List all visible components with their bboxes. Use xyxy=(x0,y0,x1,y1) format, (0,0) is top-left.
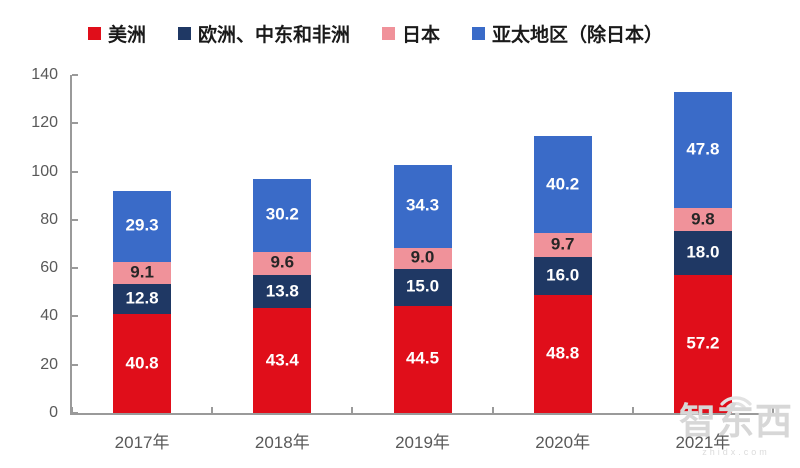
legend-swatch xyxy=(88,26,101,40)
y-axis-line xyxy=(70,75,72,415)
bar-segment-label: 13.8 xyxy=(265,281,299,301)
y-axis-tick-label: 0 xyxy=(49,404,58,421)
bar-segment: 9.0 xyxy=(393,247,452,270)
bar-segment: 34.3 xyxy=(393,164,452,248)
legend: 美洲 欧洲、中东和非洲 日本 亚太地区（除日本） xyxy=(88,18,663,48)
bar-segment: 9.6 xyxy=(253,251,312,275)
y-axis-tick-label: 100 xyxy=(31,162,58,180)
bar-segment: 9.1 xyxy=(113,261,172,284)
x-axis-tick xyxy=(491,407,494,413)
y-axis-tick xyxy=(72,74,78,76)
bar-segment: 9.8 xyxy=(673,207,732,232)
bar-segment: 57.2 xyxy=(673,274,732,413)
watermark-logo-text: 智东西 xyxy=(679,401,793,442)
legend-item: 日本 xyxy=(382,20,440,47)
legend-item: 美洲 xyxy=(88,20,146,47)
bar-segment: 47.8 xyxy=(673,92,732,208)
bar-segment: 40.2 xyxy=(533,136,592,234)
y-axis-tick xyxy=(72,315,78,318)
bar-segment-label: 43.4 xyxy=(265,350,299,370)
bar-segment-label: 57.2 xyxy=(686,333,720,353)
bar-segment-label: 9.6 xyxy=(270,252,295,272)
y-axis-tick xyxy=(72,170,78,173)
y-axis-tick-label: 140 xyxy=(31,66,58,83)
bar-segment-label: 30.2 xyxy=(265,204,299,224)
x-axis-label: 2021年 xyxy=(675,433,731,452)
x-axis-tick xyxy=(351,407,354,413)
watermark-domain-text: zhidx.com xyxy=(702,447,770,457)
y-axis-tick-label: 120 xyxy=(31,114,58,132)
bar-segment-label: 9.8 xyxy=(691,209,715,229)
bar-segment: 43.4 xyxy=(253,308,312,413)
x-axis-tick xyxy=(772,407,774,413)
bar-segment-label: 12.8 xyxy=(125,288,159,308)
x-axis-tick xyxy=(211,407,214,413)
y-axis-tick-label: 40 xyxy=(40,307,58,325)
legend-swatch xyxy=(382,26,396,40)
bar-segment-label: 44.5 xyxy=(405,348,440,368)
bar-segment: 44.5 xyxy=(393,305,452,413)
legend-label: 日本 xyxy=(402,24,441,46)
bar-segment: 48.8 xyxy=(533,295,592,413)
legend-label: 亚太地区（除日本） xyxy=(492,24,664,46)
y-axis-tick xyxy=(72,267,78,270)
x-axis-label: 2018年 xyxy=(254,433,310,452)
bar-segment-label: 15.0 xyxy=(405,277,440,297)
y-axis-tick-label: 60 xyxy=(40,259,58,277)
legend-label: 美洲 xyxy=(108,24,147,46)
x-axis-tick xyxy=(631,407,634,413)
y-axis-tick xyxy=(72,412,78,414)
bar-segment-label: 47.8 xyxy=(686,139,720,159)
y-axis-tick xyxy=(72,363,78,366)
bar-segment-label: 34.3 xyxy=(405,195,440,215)
bar-segment: 30.2 xyxy=(253,178,312,252)
bar-segment: 16.0 xyxy=(533,256,592,296)
bar-segment: 15.0 xyxy=(393,269,452,306)
bar-segment-label: 16.0 xyxy=(546,265,580,285)
x-axis-label: 2017年 xyxy=(114,433,170,452)
legend-item: 欧洲、中东和非洲 xyxy=(178,20,350,47)
x-axis-line xyxy=(70,413,773,415)
bar-segment: 18.0 xyxy=(673,231,732,275)
legend-swatch xyxy=(178,26,192,40)
y-axis-tick-label: 80 xyxy=(40,210,58,228)
y-axis-tick-label: 20 xyxy=(40,355,58,373)
x-axis-label: 2019年 xyxy=(395,433,450,452)
bar-segment: 29.3 xyxy=(113,190,172,262)
legend-label: 欧洲、中东和非洲 xyxy=(198,24,351,46)
legend-swatch xyxy=(472,26,486,40)
wifi-arcs-icon xyxy=(720,396,752,408)
bar-segment: 9.7 xyxy=(533,233,592,257)
bar-segment-label: 9.0 xyxy=(410,248,435,268)
bar-segment-label: 9.7 xyxy=(550,234,575,254)
bar-segment: 40.8 xyxy=(113,314,172,413)
watermark: 智东西 zhidx.com xyxy=(672,388,800,466)
bar-segment-label: 48.8 xyxy=(546,343,580,363)
y-axis-tick xyxy=(72,218,78,221)
bar-segment-label: 29.3 xyxy=(125,215,159,235)
bar-segment-label: 9.1 xyxy=(130,262,154,282)
bar-segment-label: 40.2 xyxy=(546,174,580,194)
bar-segment-label: 40.8 xyxy=(125,353,159,373)
x-axis-label: 2020年 xyxy=(535,433,591,452)
x-axis-tick xyxy=(71,407,73,413)
bar-segment: 12.8 xyxy=(113,283,172,315)
bar-segment-label: 18.0 xyxy=(686,242,720,262)
bar-segment: 13.8 xyxy=(253,274,312,309)
legend-item: 亚太地区（除日本） xyxy=(472,20,663,47)
y-axis-tick xyxy=(72,122,78,125)
